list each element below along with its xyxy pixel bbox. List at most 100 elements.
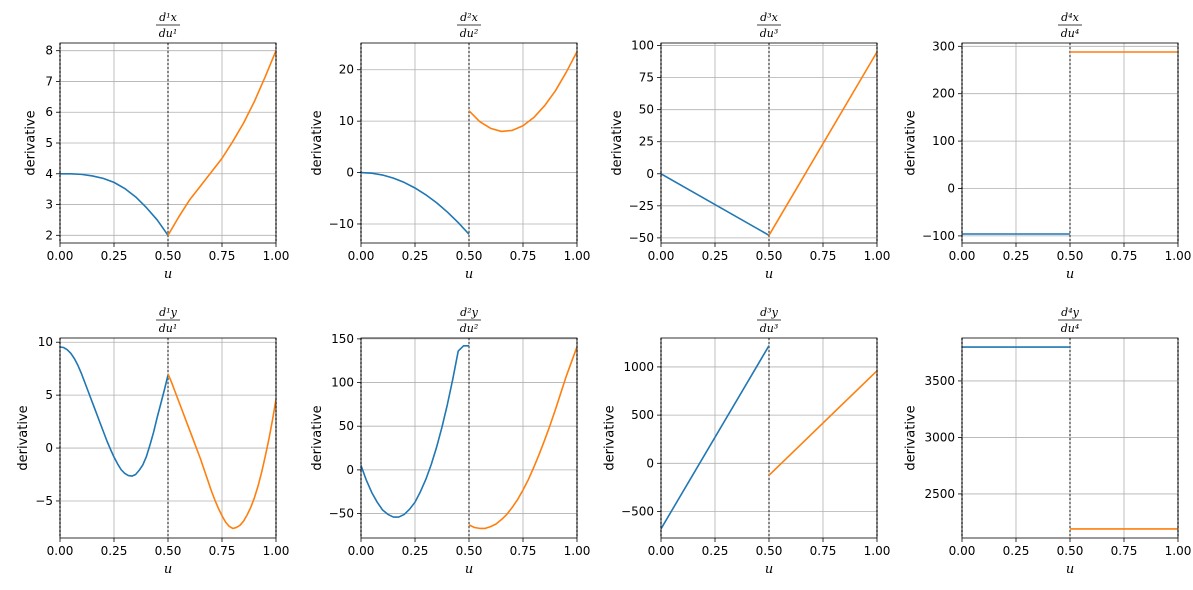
chart-4-series-2 <box>167 373 276 530</box>
chart-2-xtick-label-3: 0.75 <box>810 249 837 263</box>
chart-4: 0.00 0.25 0.50 0.75 1.00 −5 0 5 10 derivative u d¹y… <box>16 306 289 577</box>
chart-4-xtick-label-2: 0.50 <box>155 544 182 558</box>
chart-0-series-1 <box>60 172 169 236</box>
chart-7-xtick-label-0: 0.00 <box>949 544 976 558</box>
chart-3-ytick-label-2: 100 <box>932 134 955 148</box>
chart-6-xtick-label-3: 0.75 <box>810 544 837 558</box>
chart-2: 0.00 0.25 0.50 0.75 1.00 −50 −25 0 25 50 75 100 deri… <box>610 11 891 282</box>
chart-4-xtick-label-0: 0.00 <box>47 544 74 558</box>
chart-6-xtick-label-4: 1.00 <box>864 544 891 558</box>
chart-0-xtick-label-1: 0.25 <box>101 249 128 263</box>
chart-3-title-denominator: du⁴ <box>1061 27 1080 40</box>
chart-7-xtick-label-1: 0.25 <box>1003 544 1030 558</box>
chart-6-xtick-label-1: 0.25 <box>702 544 729 558</box>
chart-0-ytick-label-3: 5 <box>45 136 53 150</box>
chart-0-xtick-label-0: 0.00 <box>47 249 74 263</box>
chart-5-ytick-label-2: 50 <box>339 419 354 433</box>
chart-0-ytick-label-0: 2 <box>45 228 53 242</box>
chart-5-xtick-label-3: 0.75 <box>510 544 537 558</box>
chart-4-xtick-label-1: 0.25 <box>101 544 128 558</box>
chart-4-ylabel: derivative <box>16 405 31 470</box>
chart-4-xtick-label-4: 1.00 <box>263 544 290 558</box>
chart-2-series-1 <box>661 173 770 237</box>
chart-3-ytick-label-3: 200 <box>932 87 955 101</box>
chart-5-title-numerator: d²y <box>460 306 478 319</box>
chart-6-xlabel: u <box>765 562 773 577</box>
chart-2-ytick-label-2: 0 <box>646 167 654 181</box>
chart-2-title-denominator: du³ <box>760 27 779 40</box>
chart-6-ytick-label-3: 1000 <box>623 360 654 374</box>
chart-0: 0.00 0.25 0.50 0.75 1.00 2 3 4 5 6 7 8 derivative u d¹… <box>24 11 290 282</box>
chart-4-series-1 <box>60 346 169 477</box>
chart-6-xtick-label-2: 0.50 <box>756 544 783 558</box>
chart-4-xtick-label-3: 0.75 <box>209 544 236 558</box>
chart-3-xtick-label-3: 0.75 <box>1111 249 1138 263</box>
chart-1-ytick-label-1: 0 <box>346 166 354 180</box>
chart-0-title-denominator: du¹ <box>159 27 178 40</box>
chart-1-series-2 <box>468 51 577 133</box>
chart-3-title-numerator: d⁴x <box>1061 11 1079 24</box>
chart-5-xlabel: u <box>465 562 473 577</box>
chart-0-series-2 <box>167 50 276 236</box>
chart-1-xlabel: u <box>465 267 473 282</box>
chart-1-xtick-label-3: 0.75 <box>510 249 537 263</box>
chart-3-ytick-label-1: 0 <box>947 181 955 195</box>
chart-4-ytick-label-3: 10 <box>38 335 53 349</box>
chart-6-ytick-label-2: 500 <box>631 408 654 422</box>
chart-3-xtick-label-4: 1.00 <box>1165 249 1192 263</box>
chart-5-ylabel: derivative <box>310 405 325 470</box>
chart-0-xtick-label-4: 1.00 <box>263 249 290 263</box>
chart-3-xtick-label-0: 0.00 <box>949 249 976 263</box>
chart-3-ytick-label-0: −100 <box>922 229 955 243</box>
chart-6-ylabel: derivative <box>602 405 617 470</box>
chart-5-ytick-label-0: −50 <box>329 507 354 521</box>
chart-1-ylabel: derivative <box>310 110 325 175</box>
chart-5-xtick-label-0: 0.00 <box>348 544 375 558</box>
chart-7-xtick-label-4: 1.00 <box>1165 544 1192 558</box>
chart-0-ytick-label-5: 7 <box>45 74 53 88</box>
chart-6-series-2 <box>768 370 877 476</box>
chart-2-xtick-label-2: 0.50 <box>756 249 783 263</box>
chart-0-ylabel: derivative <box>24 110 39 175</box>
chart-1-series-1 <box>361 171 470 235</box>
chart-2-xlabel: u <box>765 267 773 282</box>
chart-6-ytick-label-1: 0 <box>646 456 654 470</box>
chart-2-ytick-label-1: −25 <box>629 199 654 213</box>
chart-5-ytick-label-3: 100 <box>331 376 354 390</box>
chart-7-xlabel: u <box>1066 562 1074 577</box>
chart-1-title-denominator: du² <box>460 27 479 40</box>
chart-7-title-numerator: d⁴y <box>1061 306 1079 319</box>
chart-6-title-numerator: d³y <box>760 306 778 319</box>
chart-7-ytick-label-0: 2500 <box>924 487 955 501</box>
chart-0-ytick-label-4: 6 <box>45 105 53 119</box>
chart-0-xlabel: u <box>164 267 172 282</box>
chart-3-xtick-label-1: 0.25 <box>1003 249 1030 263</box>
chart-1-ytick-label-3: 20 <box>339 63 354 77</box>
chart-1: 0.00 0.25 0.50 0.75 1.00 −10 0 10 20 derivative u d… <box>310 11 591 282</box>
chart-5-ytick-label-4: 150 <box>331 332 354 346</box>
chart-4-ytick-label-1: 0 <box>45 441 53 455</box>
chart-6-ytick-label-0: −500 <box>621 504 654 518</box>
chart-4-xlabel: u <box>164 562 172 577</box>
chart-3-ylabel: derivative <box>903 110 918 175</box>
chart-7-title-denominator: du⁴ <box>1061 322 1080 335</box>
chart-0-ytick-label-6: 8 <box>45 44 53 58</box>
chart-1-xtick-label-0: 0.00 <box>348 249 375 263</box>
chart-4-title-denominator: du¹ <box>159 322 178 335</box>
chart-2-ytick-label-6: 100 <box>631 39 654 53</box>
chart-1-title-numerator: d²x <box>460 11 478 24</box>
chart-1-ytick-label-2: 10 <box>339 114 354 128</box>
chart-5-title-denominator: du² <box>460 322 479 335</box>
chart-0-ytick-label-2: 4 <box>45 167 53 181</box>
chart-3-xtick-label-2: 0.50 <box>1057 249 1084 263</box>
chart-1-xtick-label-2: 0.50 <box>456 249 483 263</box>
chart-5-series-1 <box>361 345 469 518</box>
chart-0-xtick-label-3: 0.75 <box>209 249 236 263</box>
chart-5-xtick-label-1: 0.25 <box>402 544 429 558</box>
chart-4-ytick-label-2: 5 <box>45 388 53 402</box>
chart-3-xlabel: u <box>1066 267 1074 282</box>
chart-2-title-numerator: d³x <box>760 11 778 24</box>
chart-2-xtick-label-1: 0.25 <box>702 249 729 263</box>
chart-3-ytick-label-4: 300 <box>932 39 955 53</box>
